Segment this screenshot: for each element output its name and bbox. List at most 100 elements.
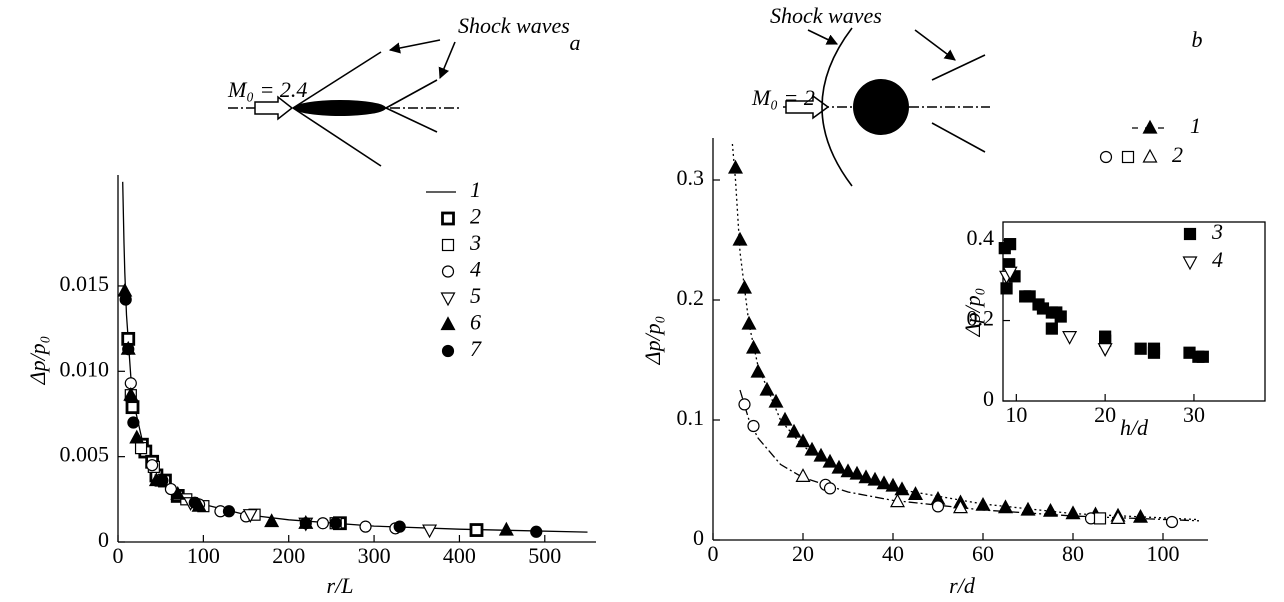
x-tick-label: 300 bbox=[358, 543, 391, 568]
marker bbox=[134, 442, 148, 455]
marker bbox=[441, 211, 455, 226]
marker bbox=[1196, 350, 1209, 363]
marker bbox=[1142, 148, 1158, 163]
marker bbox=[1132, 508, 1149, 523]
marker bbox=[125, 400, 140, 415]
legend-label: 2 bbox=[470, 204, 481, 229]
marker bbox=[122, 343, 135, 356]
x-tick-label: 30 bbox=[1183, 402, 1205, 427]
marker bbox=[441, 265, 455, 278]
x-tick-label: 20 bbox=[792, 541, 814, 566]
legend-label: 3 bbox=[469, 230, 481, 255]
y-tick-label: 0.015 bbox=[60, 271, 110, 296]
x-tick-label: 80 bbox=[1062, 541, 1084, 566]
marker bbox=[804, 441, 820, 456]
marker bbox=[146, 459, 159, 472]
marker bbox=[530, 525, 543, 538]
x-tick-label: 10 bbox=[1005, 402, 1027, 427]
legend-label: 4 bbox=[470, 257, 481, 282]
y-axis-label: Δp/p₀ bbox=[25, 336, 50, 386]
marker bbox=[469, 523, 484, 537]
legend-label: 6 bbox=[470, 310, 481, 335]
marker bbox=[738, 398, 751, 411]
marker bbox=[264, 513, 280, 528]
y-tick-label: 0.1 bbox=[677, 405, 705, 430]
marker bbox=[885, 477, 901, 492]
marker bbox=[894, 481, 910, 496]
marker bbox=[727, 159, 744, 174]
y-tick-label: 0.005 bbox=[60, 442, 110, 467]
annotation: M₀ = 2 bbox=[751, 85, 815, 110]
marker bbox=[795, 468, 811, 482]
marker bbox=[441, 344, 455, 358]
y-axis-label: Δp/p₀ bbox=[960, 288, 985, 338]
x-axis-label: r/L bbox=[327, 573, 354, 598]
x-tick-label: 100 bbox=[1147, 541, 1180, 566]
annotation: Shock waves bbox=[770, 3, 882, 28]
y-tick-label: 0.010 bbox=[60, 356, 110, 381]
marker bbox=[1134, 342, 1147, 355]
marker bbox=[129, 429, 145, 444]
marker bbox=[823, 482, 837, 495]
marker bbox=[813, 447, 829, 462]
marker bbox=[849, 465, 865, 480]
marker bbox=[188, 496, 201, 509]
x-axis-label: r/d bbox=[949, 573, 976, 598]
y-tick-label: 0.2 bbox=[967, 306, 995, 331]
annotation: a bbox=[570, 30, 581, 55]
marker bbox=[777, 411, 793, 426]
marker bbox=[1121, 150, 1135, 164]
marker bbox=[329, 517, 342, 530]
marker bbox=[997, 499, 1014, 514]
marker bbox=[156, 474, 169, 487]
x-tick-label: 0 bbox=[708, 541, 719, 566]
marker bbox=[242, 509, 258, 523]
line bbox=[122, 181, 588, 533]
marker bbox=[1142, 119, 1158, 134]
marker bbox=[1147, 346, 1161, 359]
x-tick-label: 100 bbox=[187, 543, 220, 568]
sketch-a bbox=[228, 39, 462, 167]
x-tick-label: 500 bbox=[528, 543, 561, 568]
marker bbox=[1004, 238, 1017, 251]
marker bbox=[359, 520, 372, 533]
marker bbox=[1165, 515, 1179, 529]
marker bbox=[876, 475, 892, 490]
marker bbox=[1110, 510, 1126, 525]
marker bbox=[741, 315, 757, 330]
marker bbox=[299, 517, 312, 530]
marker bbox=[975, 496, 991, 511]
marker bbox=[1042, 502, 1059, 517]
marker bbox=[441, 238, 455, 252]
marker bbox=[736, 279, 753, 294]
marker bbox=[440, 316, 456, 331]
marker bbox=[393, 520, 406, 533]
marker bbox=[840, 463, 856, 478]
marker bbox=[952, 499, 969, 514]
marker bbox=[170, 485, 186, 500]
marker bbox=[1002, 266, 1018, 281]
marker bbox=[123, 386, 139, 401]
marker bbox=[747, 419, 760, 433]
legend-label: 7 bbox=[470, 336, 482, 361]
legend-label: 5 bbox=[470, 283, 481, 308]
marker bbox=[759, 381, 775, 396]
marker bbox=[750, 363, 766, 378]
y-tick-label: 0 bbox=[693, 525, 704, 550]
y-tick-label: 0.3 bbox=[677, 165, 705, 190]
legend-label: 1 bbox=[470, 177, 481, 202]
marker bbox=[907, 486, 924, 500]
x-axis-label: h/d bbox=[1120, 415, 1149, 440]
marker bbox=[732, 231, 748, 246]
marker bbox=[1183, 227, 1197, 241]
marker bbox=[440, 292, 456, 307]
y-tick-label: 0 bbox=[98, 527, 109, 552]
legend-label: 1 bbox=[1190, 113, 1201, 138]
marker bbox=[931, 500, 945, 513]
marker bbox=[422, 524, 438, 539]
x-tick-label: 200 bbox=[272, 543, 305, 568]
marker bbox=[127, 416, 140, 429]
y-tick-label: 0.2 bbox=[677, 285, 705, 310]
marker bbox=[1097, 343, 1113, 357]
x-tick-label: 400 bbox=[443, 543, 476, 568]
